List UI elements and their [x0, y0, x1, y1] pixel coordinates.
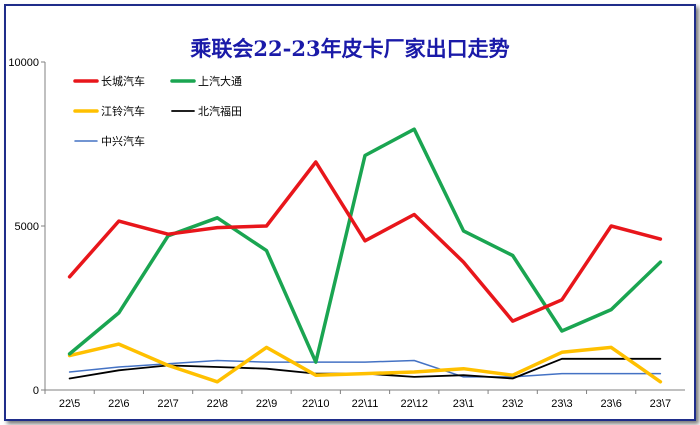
legend-label: 北汽福田 — [198, 104, 242, 118]
y-tick-label: 10000 — [8, 57, 39, 69]
x-tick-label: 22\11 — [352, 398, 379, 410]
x-tick-label: 22\10 — [302, 398, 330, 410]
x-tick-label: 23\7 — [650, 398, 671, 410]
series-line-2 — [67, 127, 663, 364]
y-tick-label: 0 — [33, 385, 39, 397]
x-tick-label: 22\5 — [59, 398, 80, 410]
series-lines — [67, 127, 663, 384]
x-tick-label: 23\2 — [502, 398, 523, 410]
legend-label: 长城汽车 — [101, 74, 145, 88]
y-tick-label: 5000 — [15, 221, 39, 233]
x-tick-label: 23\3 — [551, 398, 572, 410]
axes: 0 5000 10000 22\5 22\6 22\7 22\8 22\9 22\10 22\11… — [8, 57, 685, 410]
chart-title: 乘联会22-23年皮卡厂家出口走势 — [189, 36, 509, 61]
legend-label: 上汽大通 — [198, 74, 242, 88]
series-line-1 — [67, 160, 663, 323]
x-tick-label: 22\7 — [157, 398, 178, 410]
legend-label: 中兴汽车 — [101, 134, 145, 148]
x-tick-label: 22\8 — [207, 398, 228, 410]
x-tick-label: 22\9 — [256, 398, 277, 410]
x-tick-label: 23\6 — [600, 398, 621, 410]
legend-label: 江铃汽车 — [101, 104, 145, 118]
series-line-3 — [67, 342, 663, 384]
x-tick-label: 23\1 — [453, 398, 474, 410]
x-tick-label: 22\6 — [108, 398, 129, 410]
x-tick-label: 22\12 — [400, 398, 428, 410]
